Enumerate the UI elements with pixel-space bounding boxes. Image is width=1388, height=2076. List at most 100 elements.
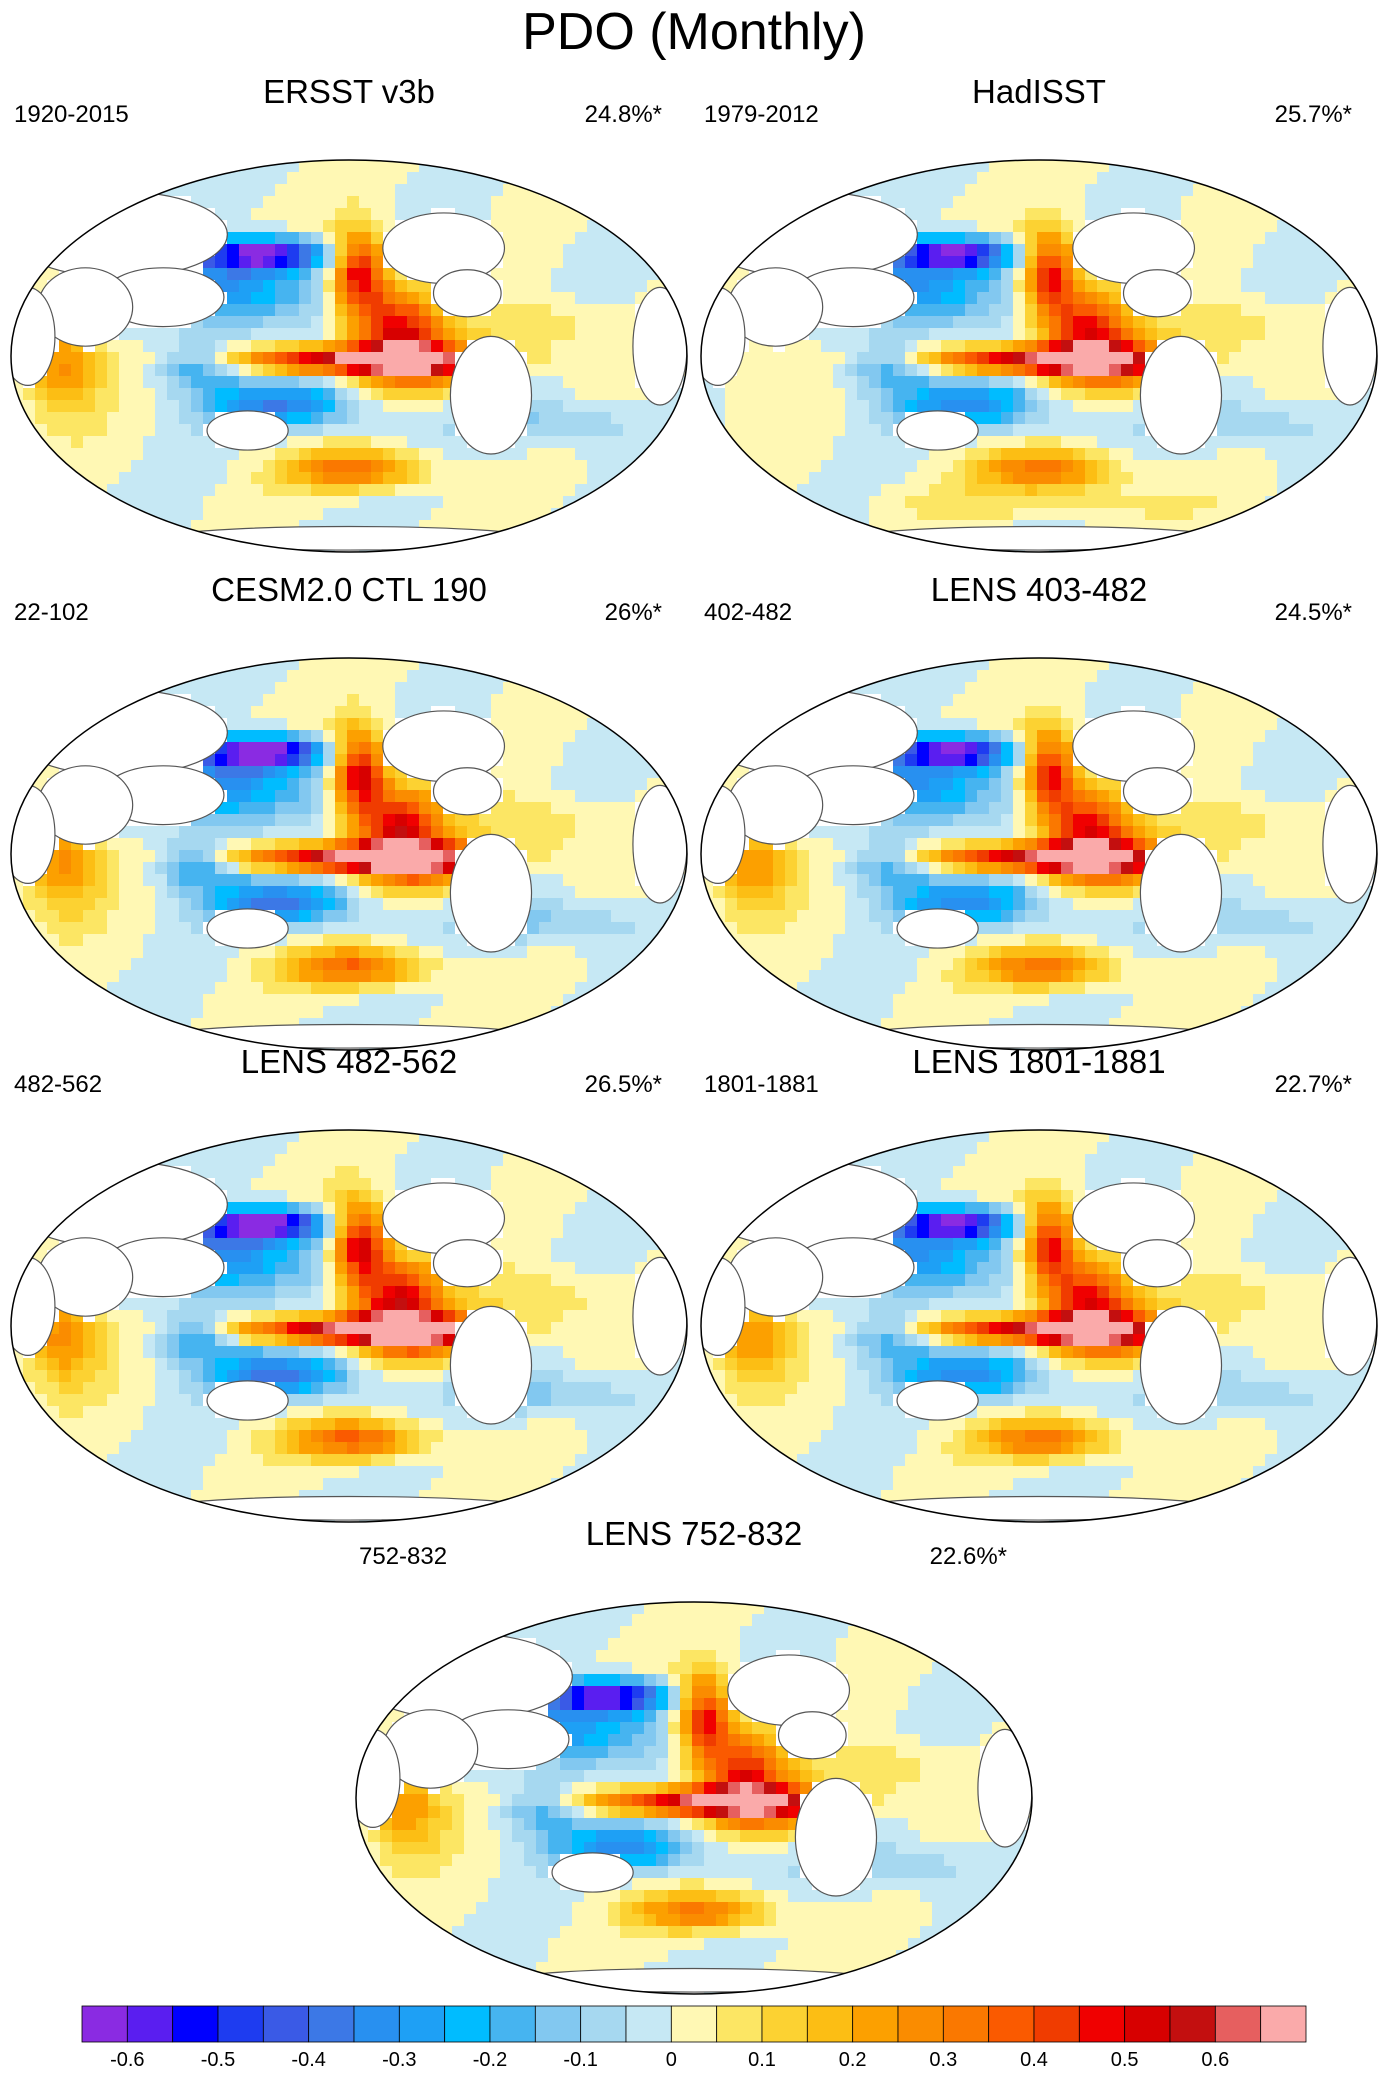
sst-cell bbox=[539, 388, 552, 401]
sst-cell bbox=[239, 460, 252, 473]
sst-cell bbox=[1277, 436, 1290, 449]
sst-cell bbox=[383, 682, 396, 695]
sst-cell bbox=[359, 304, 372, 317]
sst-cell bbox=[419, 496, 432, 509]
sst-cell bbox=[563, 886, 576, 899]
sst-cell bbox=[881, 436, 894, 449]
sst-cell bbox=[251, 220, 264, 233]
sst-cell bbox=[599, 460, 612, 473]
sst-cell bbox=[359, 790, 372, 803]
sst-cell bbox=[1061, 328, 1074, 341]
sst-cell bbox=[1121, 508, 1134, 521]
sst-cell bbox=[551, 436, 564, 449]
sst-cell bbox=[1229, 280, 1242, 293]
sst-cell bbox=[503, 682, 516, 695]
sst-cell bbox=[1073, 340, 1086, 353]
sst-cell bbox=[623, 400, 636, 413]
sst-cell bbox=[941, 766, 954, 779]
sst-cell bbox=[407, 496, 420, 509]
sst-cell bbox=[1265, 328, 1278, 341]
sst-cell bbox=[1061, 448, 1074, 461]
sst-cell bbox=[893, 520, 906, 533]
sst-cell bbox=[1301, 328, 1314, 341]
sst-cell bbox=[167, 472, 180, 485]
sst-cell bbox=[1049, 670, 1062, 683]
sst-cell bbox=[1037, 472, 1050, 485]
sst-cell bbox=[587, 448, 600, 461]
sst-cell bbox=[1097, 352, 1110, 365]
sst-cell bbox=[551, 874, 564, 887]
sst-cell bbox=[1001, 694, 1014, 707]
sst-cell bbox=[203, 946, 216, 959]
sst-cell bbox=[1193, 742, 1206, 755]
sst-cell bbox=[275, 886, 288, 899]
sst-cell bbox=[893, 388, 906, 401]
figure-title: PDO (Monthly) bbox=[522, 3, 866, 61]
sst-cell bbox=[395, 340, 408, 353]
sst-cell bbox=[1085, 340, 1098, 353]
sst-cell bbox=[857, 340, 870, 353]
sst-cell bbox=[1025, 304, 1038, 317]
sst-cell bbox=[359, 232, 372, 245]
sst-cell bbox=[1265, 244, 1278, 257]
sst-cell bbox=[527, 412, 540, 425]
sst-cell bbox=[335, 922, 348, 935]
sst-cell bbox=[575, 982, 588, 995]
sst-cell bbox=[431, 994, 444, 1007]
sst-cell bbox=[263, 670, 276, 683]
sst-cell bbox=[1097, 484, 1110, 497]
sst-cell bbox=[347, 424, 360, 437]
sst-cell bbox=[1097, 694, 1110, 707]
sst-cell bbox=[431, 412, 444, 425]
sst-cell bbox=[443, 160, 456, 173]
sst-cell bbox=[953, 472, 966, 485]
sst-cell bbox=[155, 388, 168, 401]
sst-cell bbox=[1061, 754, 1074, 767]
sst-cell bbox=[131, 838, 144, 851]
sst-cell bbox=[1049, 364, 1062, 377]
sst-cell bbox=[611, 388, 624, 401]
sst-cell bbox=[1025, 400, 1038, 413]
land-outline bbox=[701, 190, 918, 279]
sst-cell bbox=[251, 874, 264, 887]
sst-cell bbox=[263, 982, 276, 995]
sst-cell bbox=[359, 352, 372, 365]
sst-cell bbox=[539, 196, 552, 209]
sst-cell bbox=[251, 484, 264, 497]
sst-cell bbox=[1013, 730, 1026, 743]
sst-cell bbox=[1013, 268, 1026, 281]
sst-cell bbox=[131, 436, 144, 449]
sst-cell bbox=[395, 436, 408, 449]
sst-cell bbox=[227, 448, 240, 461]
sst-cell bbox=[491, 496, 504, 509]
sst-cell bbox=[359, 874, 372, 887]
sst-cell bbox=[845, 388, 858, 401]
sst-cell bbox=[1073, 304, 1086, 317]
sst-cell bbox=[455, 196, 468, 209]
sst-cell bbox=[407, 850, 420, 863]
sst-cell bbox=[575, 316, 588, 329]
sst-cell bbox=[515, 244, 528, 257]
sst-cell bbox=[1205, 328, 1218, 341]
sst-cell bbox=[203, 886, 216, 899]
sst-cell bbox=[575, 328, 588, 341]
sst-cell bbox=[275, 244, 288, 257]
sst-cell bbox=[989, 304, 1002, 317]
sst-cell bbox=[227, 778, 240, 791]
sst-cell bbox=[1361, 412, 1374, 425]
sst-cell bbox=[965, 658, 978, 671]
sst-cell bbox=[683, 388, 687, 401]
sst-cell bbox=[1037, 496, 1050, 509]
sst-cell bbox=[1265, 292, 1278, 305]
sst-cell bbox=[371, 946, 384, 959]
sst-cell bbox=[1109, 412, 1122, 425]
sst-cell bbox=[299, 802, 312, 815]
sst-cell bbox=[419, 196, 432, 209]
sst-cell bbox=[1025, 682, 1038, 695]
sst-cell bbox=[527, 694, 540, 707]
sst-cell bbox=[383, 376, 396, 389]
sst-cell bbox=[1289, 388, 1302, 401]
sst-cell bbox=[1073, 448, 1086, 461]
sst-cell bbox=[275, 982, 288, 995]
sst-cell bbox=[287, 496, 300, 509]
